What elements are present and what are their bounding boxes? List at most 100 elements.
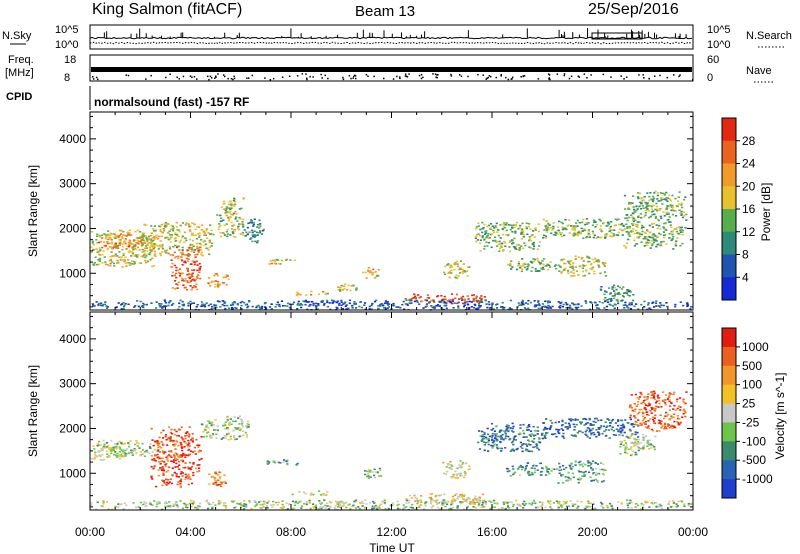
- power-echo-cell: [549, 307, 553, 309]
- power-echo-cell: [648, 241, 651, 244]
- velocity-echo-cell: [460, 466, 463, 468]
- velocity-echo-cell: [167, 466, 171, 468]
- power-echo-cell: [175, 283, 178, 285]
- power-echo-cell: [532, 260, 535, 263]
- power-echo-cell: [365, 277, 368, 279]
- velocity-echo-cell: [602, 507, 605, 509]
- velocity-echo-cell: [652, 393, 655, 396]
- velocity-echo-cell: [518, 466, 521, 468]
- velocity-echo-cell: [522, 429, 525, 432]
- power-echo-cell: [559, 265, 562, 268]
- power-echo-cell: [115, 306, 118, 308]
- power-echo-cell: [198, 242, 202, 245]
- nave-dot: [264, 77, 266, 79]
- velocity-echo-cell: [629, 404, 632, 407]
- velocity-echo-cell: [175, 475, 179, 478]
- velocity-echo-cell: [134, 449, 137, 452]
- power-echo-cell: [145, 245, 148, 247]
- velocity-echo-cell: [534, 502, 537, 505]
- power-echo-cell: [546, 229, 549, 231]
- velocity-echo-cell: [415, 497, 418, 500]
- power-echo-cell: [219, 306, 222, 308]
- power-echo-cell: [182, 304, 185, 307]
- power-echo-cell: [627, 231, 630, 233]
- velocity-echo-cell: [631, 442, 634, 444]
- velocity-echo-cell: [549, 426, 552, 429]
- power-echo-cell: [554, 234, 557, 236]
- power-echo-cell: [197, 246, 200, 249]
- velocity-echo-cell: [160, 447, 163, 449]
- velocity-echo-cell: [530, 467, 533, 469]
- power-echo-cell: [133, 262, 136, 265]
- power-echo-cell: [198, 236, 201, 238]
- velocity-echo-cell: [602, 425, 605, 428]
- power-echo-cell: [517, 260, 521, 263]
- velocity-echo-cell: [623, 439, 626, 442]
- power-echo-cell: [463, 299, 467, 302]
- velocity-echo-cell: [683, 408, 686, 411]
- power-echo-cell: [113, 244, 116, 247]
- power-echo-cell: [380, 303, 383, 305]
- velocity-echo-cell: [185, 454, 188, 456]
- velocity-echo-cell: [629, 416, 632, 419]
- velocity-echo-cell: [272, 460, 275, 463]
- velocity-echo-cell: [241, 425, 245, 428]
- power-echo-cell: [674, 242, 677, 245]
- velocity-echo-cell: [123, 452, 126, 454]
- velocity-echo-cell: [184, 442, 187, 444]
- power-echo-cell: [189, 300, 192, 303]
- velocity-echo-cell: [182, 452, 185, 455]
- velocity-echo-cell: [486, 433, 490, 436]
- power-echo-cell: [450, 266, 454, 268]
- power-echo-cell: [618, 223, 621, 226]
- velocity-echo-cell: [238, 423, 241, 425]
- velocity-echo-cell: [643, 436, 646, 438]
- power-echo-cell: [113, 255, 117, 257]
- velocity-echo-cell: [123, 455, 126, 458]
- power-echo-cell: [659, 302, 662, 304]
- power-echo-cell: [520, 270, 523, 273]
- velocity-echo-cell: [151, 439, 154, 441]
- power-echo-cell: [197, 251, 200, 253]
- power-echo-cell: [90, 231, 93, 233]
- power-echo-cell: [240, 308, 243, 310]
- velocity-echo-cell: [275, 501, 278, 504]
- power-echo-cell: [188, 277, 192, 280]
- nave-dot: [659, 74, 661, 77]
- nave-dot: [169, 73, 171, 75]
- velocity-echo-cell: [277, 461, 280, 464]
- power-echo-cell: [152, 228, 155, 230]
- velocity-echo-cell: [174, 457, 177, 460]
- power-echo-cell: [436, 305, 439, 307]
- velocity-echo-cell: [617, 501, 620, 503]
- power-echo-cell: [103, 244, 106, 247]
- velocity-echo-cell: [604, 421, 607, 423]
- velocity-echo-cell: [576, 500, 579, 503]
- power-echo-cell: [171, 271, 174, 274]
- velocity-echo-cell: [298, 491, 301, 493]
- velocity-echo-cell: [633, 410, 636, 413]
- power-echo-cell: [656, 192, 659, 194]
- velocity-echo-cell: [620, 430, 623, 433]
- power-echo-cell: [326, 299, 329, 302]
- velocity-echo-cell: [110, 447, 113, 450]
- power-echo-cell: [377, 305, 380, 307]
- velocity-echo-cell: [192, 461, 195, 464]
- power-echo-cell: [665, 207, 668, 209]
- velocity-echo-cell: [296, 462, 299, 465]
- power-echo-cell: [679, 231, 682, 233]
- power-echo-cell: [177, 269, 180, 272]
- velocity-echo-cell: [654, 414, 657, 417]
- velocity-echo-cell: [617, 424, 620, 427]
- velocity-echo-cell: [536, 444, 539, 447]
- power-echo-cell: [510, 239, 513, 241]
- velocity-echo-cell: [152, 467, 155, 470]
- power-echo-cell: [617, 234, 620, 236]
- velocity-echo-cell: [658, 399, 661, 402]
- power-echo-cell: [230, 207, 233, 209]
- power-echo-cell: [553, 265, 556, 267]
- power-echo-cell: [483, 248, 486, 250]
- power-echo-cell: [631, 299, 635, 302]
- velocity-echo-cell: [606, 418, 609, 420]
- velocity-echo-cell: [535, 430, 538, 432]
